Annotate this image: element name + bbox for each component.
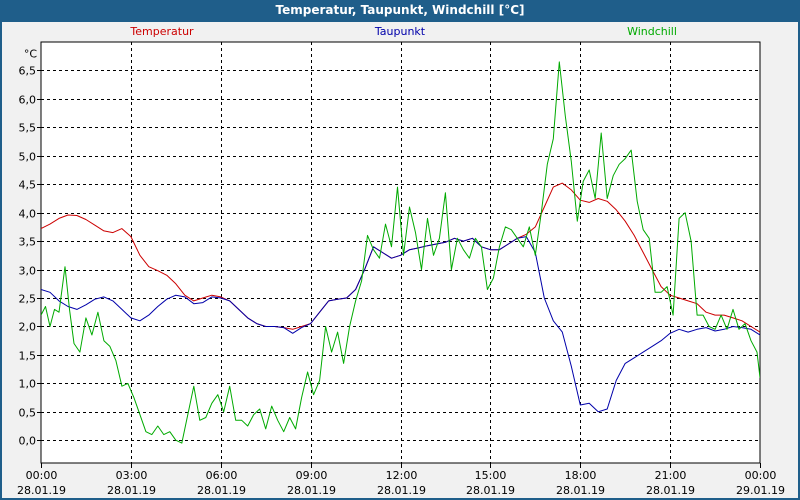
x-tick-date: 28.01.19: [287, 484, 336, 497]
x-tick-date: 28.01.19: [107, 484, 156, 497]
y-axis-unit: °C: [24, 47, 38, 60]
x-tick-date: 28.01.19: [556, 484, 605, 497]
y-tick-label: 4,5: [19, 179, 37, 192]
x-tick-time: 00:00: [26, 469, 58, 482]
x-tick-date: 29.01.19: [736, 484, 785, 497]
plot-area: [40, 41, 761, 464]
legend-temperatur: Temperatur: [129, 25, 194, 38]
window-title: Temperatur, Taupunkt, Windchill [°C]: [0, 0, 800, 20]
y-tick-label: 5,0: [19, 151, 37, 164]
x-tick-time: 12:00: [386, 469, 418, 482]
x-tick-time: 03:00: [116, 469, 148, 482]
y-tick-label: 5,5: [19, 122, 37, 135]
x-tick-date: 28.01.19: [197, 484, 246, 497]
legend-windchill: Windchill: [627, 25, 677, 38]
x-tick-date: 28.01.19: [377, 484, 426, 497]
y-tick-label: 2,5: [19, 293, 37, 306]
y-tick-label: 6,5: [19, 65, 37, 78]
y-tick-label: 2,0: [19, 321, 37, 334]
y-tick-label: 6,0: [19, 94, 37, 107]
x-tick-date: 28.01.19: [466, 484, 515, 497]
x-tick-time: 06:00: [206, 469, 238, 482]
x-tick-time: 18:00: [565, 469, 597, 482]
series-line-taupunkt: [41, 236, 760, 413]
x-tick-date: 28.01.19: [17, 484, 66, 497]
y-tick-label: 0,0: [19, 435, 37, 448]
x-tick-date: 28.01.19: [646, 484, 695, 497]
series-line-windchill: [41, 61, 760, 444]
y-tick-label: 3,0: [19, 265, 37, 278]
y-tick-label: 3,5: [19, 236, 37, 249]
y-tick-label: 1,0: [19, 378, 37, 391]
legend-taupunkt: Taupunkt: [374, 25, 426, 38]
y-tick-label: 1,5: [19, 350, 37, 363]
y-tick-label: 0,5: [19, 407, 37, 420]
x-tick-time: 00:00: [745, 469, 777, 482]
x-tick-time: 15:00: [475, 469, 507, 482]
x-tick-time: 21:00: [655, 469, 687, 482]
x-tick-time: 09:00: [296, 469, 328, 482]
y-tick-label: 4,0: [19, 208, 37, 221]
